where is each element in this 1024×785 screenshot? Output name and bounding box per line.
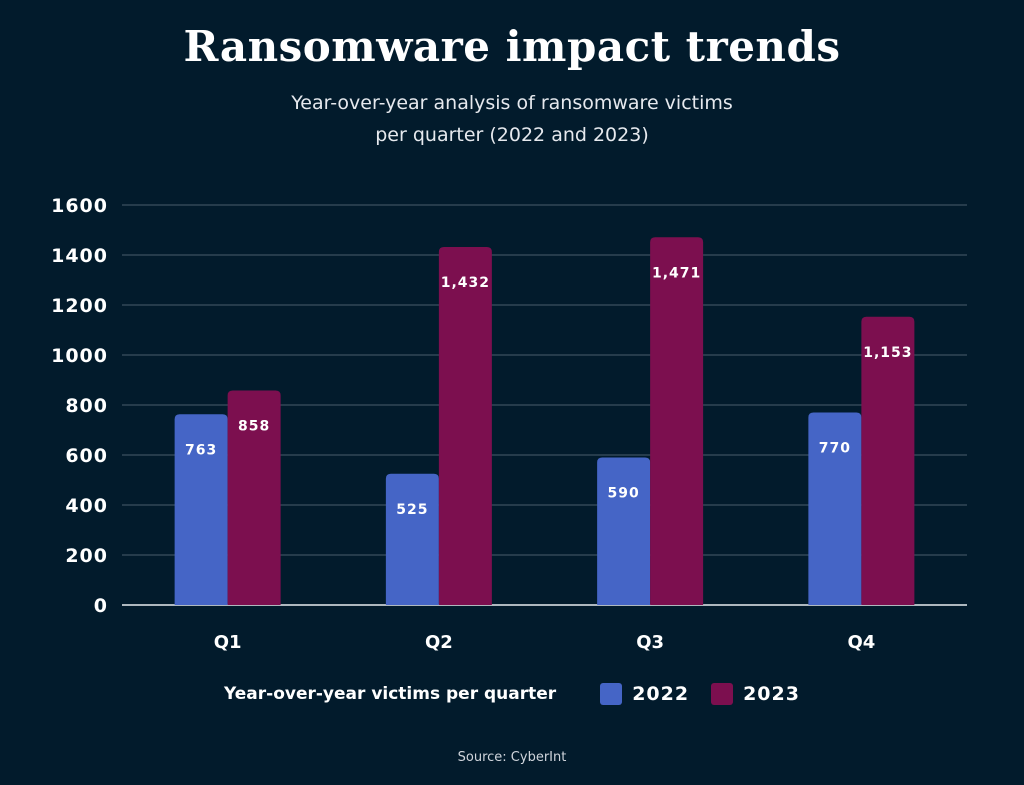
bar-2023-Q1 (227, 390, 281, 605)
data-label-2022-Q3: 590 (608, 486, 640, 502)
data-label-2022-Q1: 763 (185, 442, 217, 458)
y-tick-label: 400 (65, 495, 108, 517)
chart-title: Ransomware impact trends (183, 22, 841, 71)
data-label-2022-Q4: 770 (819, 441, 851, 457)
legend-swatch-2022 (600, 683, 623, 705)
y-tick-label: 0 (94, 595, 108, 617)
y-tick-label: 600 (65, 445, 108, 467)
legend-label-2022: 2022 (632, 683, 690, 705)
y-tick-label: 200 (65, 545, 108, 567)
data-label-2023-Q3: 1,471 (652, 265, 701, 281)
bar-2022-Q2 (385, 473, 439, 605)
y-tick-label: 1600 (51, 195, 108, 217)
data-label-2023-Q1: 858 (238, 419, 270, 435)
chart-subtitle-line-1: Year-over-year analysis of ransomware vi… (291, 92, 733, 114)
legend: Year-over-year victims per quarter 2022 … (0, 683, 1024, 705)
data-label-2023-Q2: 1,432 (441, 275, 490, 291)
data-label-2022-Q2: 525 (396, 502, 428, 518)
bar-2023-Q4 (861, 316, 915, 605)
legend-item-2022: 2022 (600, 683, 689, 705)
bar-2022-Q3 (597, 457, 651, 605)
x-tick-label: Q1 (214, 632, 242, 653)
legend-swatch-2023 (711, 683, 734, 705)
legend-title: Year-over-year victims per quarter (224, 684, 557, 704)
bar-2023-Q3 (650, 237, 704, 605)
legend-item-2023: 2023 (711, 683, 800, 705)
y-tick-label: 1200 (51, 295, 108, 317)
bar-2023-Q2 (438, 247, 492, 605)
legend-label-2023: 2023 (743, 683, 800, 705)
x-tick-label: Q3 (636, 632, 664, 653)
chart-subtitle-line-2: per quarter (2022 and 2023) (375, 124, 649, 146)
bar-chart: 0 200 400 600 800 1000 1200 1400 1600 Q1 763 858 Q2 5… (51, 195, 967, 653)
x-tick-label: Q4 (847, 632, 875, 653)
y-tick-label: 1400 (51, 245, 108, 267)
data-label-2023-Q4: 1,153 (863, 345, 912, 361)
bar-2022-Q4 (808, 412, 862, 605)
bar-2022-Q1 (174, 414, 228, 605)
x-tick-label: Q2 (425, 632, 453, 653)
y-tick-label: 800 (65, 395, 108, 417)
y-tick-label: 1000 (51, 345, 108, 367)
source-note: Source: CyberInt (457, 750, 567, 765)
